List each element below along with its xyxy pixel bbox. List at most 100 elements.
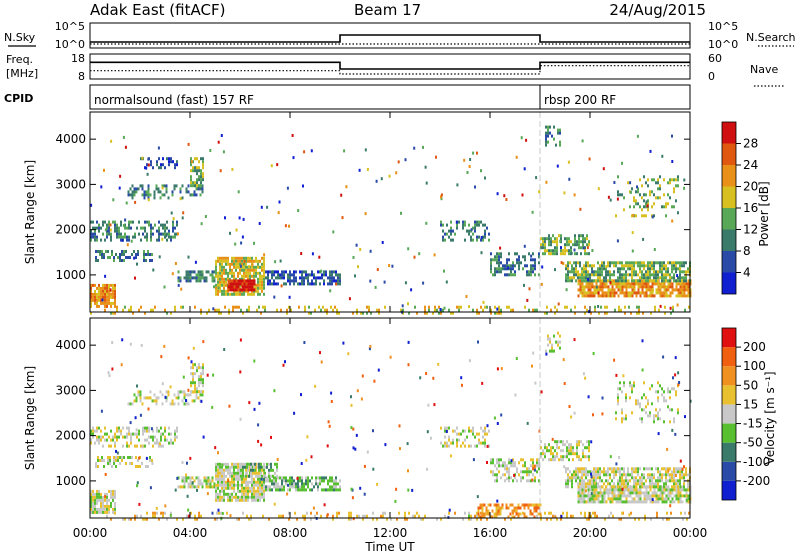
data-cell <box>476 151 478 155</box>
data-cell <box>95 462 97 465</box>
data-cell <box>577 270 579 274</box>
data-cell <box>313 276 315 280</box>
data-cell <box>209 149 212 152</box>
data-cell <box>241 265 243 269</box>
data-cell <box>269 270 271 274</box>
data-cell <box>125 462 127 465</box>
data-cell <box>593 488 596 492</box>
data-cell <box>90 492 92 496</box>
data-cell <box>554 246 556 250</box>
data-cell <box>595 282 598 286</box>
data-cell <box>633 291 636 295</box>
data-cell <box>229 271 231 275</box>
data-cell <box>558 234 560 238</box>
data-cell <box>653 500 656 504</box>
data-cell <box>605 279 607 283</box>
data-cell <box>572 452 574 456</box>
data-cell <box>601 494 604 498</box>
data-cell <box>96 226 98 230</box>
data-cell <box>137 390 140 394</box>
data-cell <box>251 268 253 272</box>
data-cell <box>506 464 508 468</box>
data-cell <box>215 492 217 496</box>
data-cell <box>637 273 639 277</box>
data-cell <box>223 286 225 290</box>
data-cell <box>643 408 645 412</box>
data-cell <box>339 276 341 280</box>
data-cell <box>673 279 675 283</box>
data-cell <box>350 514 352 518</box>
data-cell <box>492 273 494 277</box>
data-cell <box>255 483 257 487</box>
data-cell <box>177 276 180 280</box>
data-cell <box>657 432 660 436</box>
data-cell <box>635 291 638 295</box>
data-cell <box>112 220 114 224</box>
data-cell <box>243 292 245 296</box>
data-cell <box>599 273 601 277</box>
data-cell <box>147 190 150 194</box>
data-cell <box>100 289 102 293</box>
data-cell <box>160 511 162 515</box>
data-cell <box>255 256 257 260</box>
data-cell <box>671 178 673 182</box>
data-cell <box>597 305 600 308</box>
data-cell <box>219 495 221 499</box>
series-frequency-0 <box>90 61 690 70</box>
data-cell <box>639 467 641 471</box>
data-cell <box>591 270 594 274</box>
data-cell <box>172 226 174 230</box>
data-cell <box>215 468 217 472</box>
data-cell <box>219 489 221 493</box>
data-cell <box>517 515 520 519</box>
data-cell <box>633 485 635 489</box>
data-cell <box>687 488 690 492</box>
data-cell <box>581 270 583 274</box>
data-cell <box>106 301 108 305</box>
data-cell <box>140 514 142 518</box>
data-cell <box>231 262 233 266</box>
data-cell <box>238 305 240 309</box>
data-cell <box>444 232 446 236</box>
colorbar-tick-label: 24 <box>743 158 758 172</box>
data-cell <box>488 232 490 236</box>
data-cell <box>673 417 675 421</box>
data-cell <box>633 288 636 292</box>
data-cell <box>116 232 118 236</box>
data-cell <box>675 485 678 489</box>
data-cell <box>609 273 611 277</box>
data-cell <box>569 270 571 274</box>
data-cell <box>190 169 192 173</box>
data-cell <box>585 500 588 504</box>
data-cell <box>590 311 592 315</box>
data-cell <box>171 193 174 197</box>
data-cell <box>671 134 673 138</box>
data-cell <box>295 279 297 283</box>
data-cell <box>582 452 584 456</box>
data-cell <box>554 440 556 444</box>
data-cell <box>284 224 287 228</box>
data-cell <box>229 262 231 266</box>
data-cell <box>560 517 562 521</box>
data-cell <box>585 279 587 283</box>
data-cell <box>203 276 206 280</box>
data-cell <box>164 435 166 439</box>
data-cell <box>663 205 665 209</box>
data-cell <box>90 495 92 499</box>
data-cell <box>90 429 92 433</box>
data-cell <box>121 250 123 253</box>
data-cell <box>202 369 204 373</box>
data-cell <box>603 473 605 477</box>
data-cell <box>633 282 636 286</box>
data-cell <box>675 491 678 495</box>
data-cell <box>609 482 611 486</box>
data-cell <box>320 269 323 273</box>
data-cell <box>100 492 102 496</box>
data-cell <box>545 143 547 147</box>
data-cell <box>120 235 122 239</box>
data-cell <box>609 288 612 292</box>
data-cell <box>209 482 212 486</box>
data-cell <box>635 279 637 283</box>
data-cell <box>661 387 663 391</box>
data-cell <box>540 390 543 394</box>
